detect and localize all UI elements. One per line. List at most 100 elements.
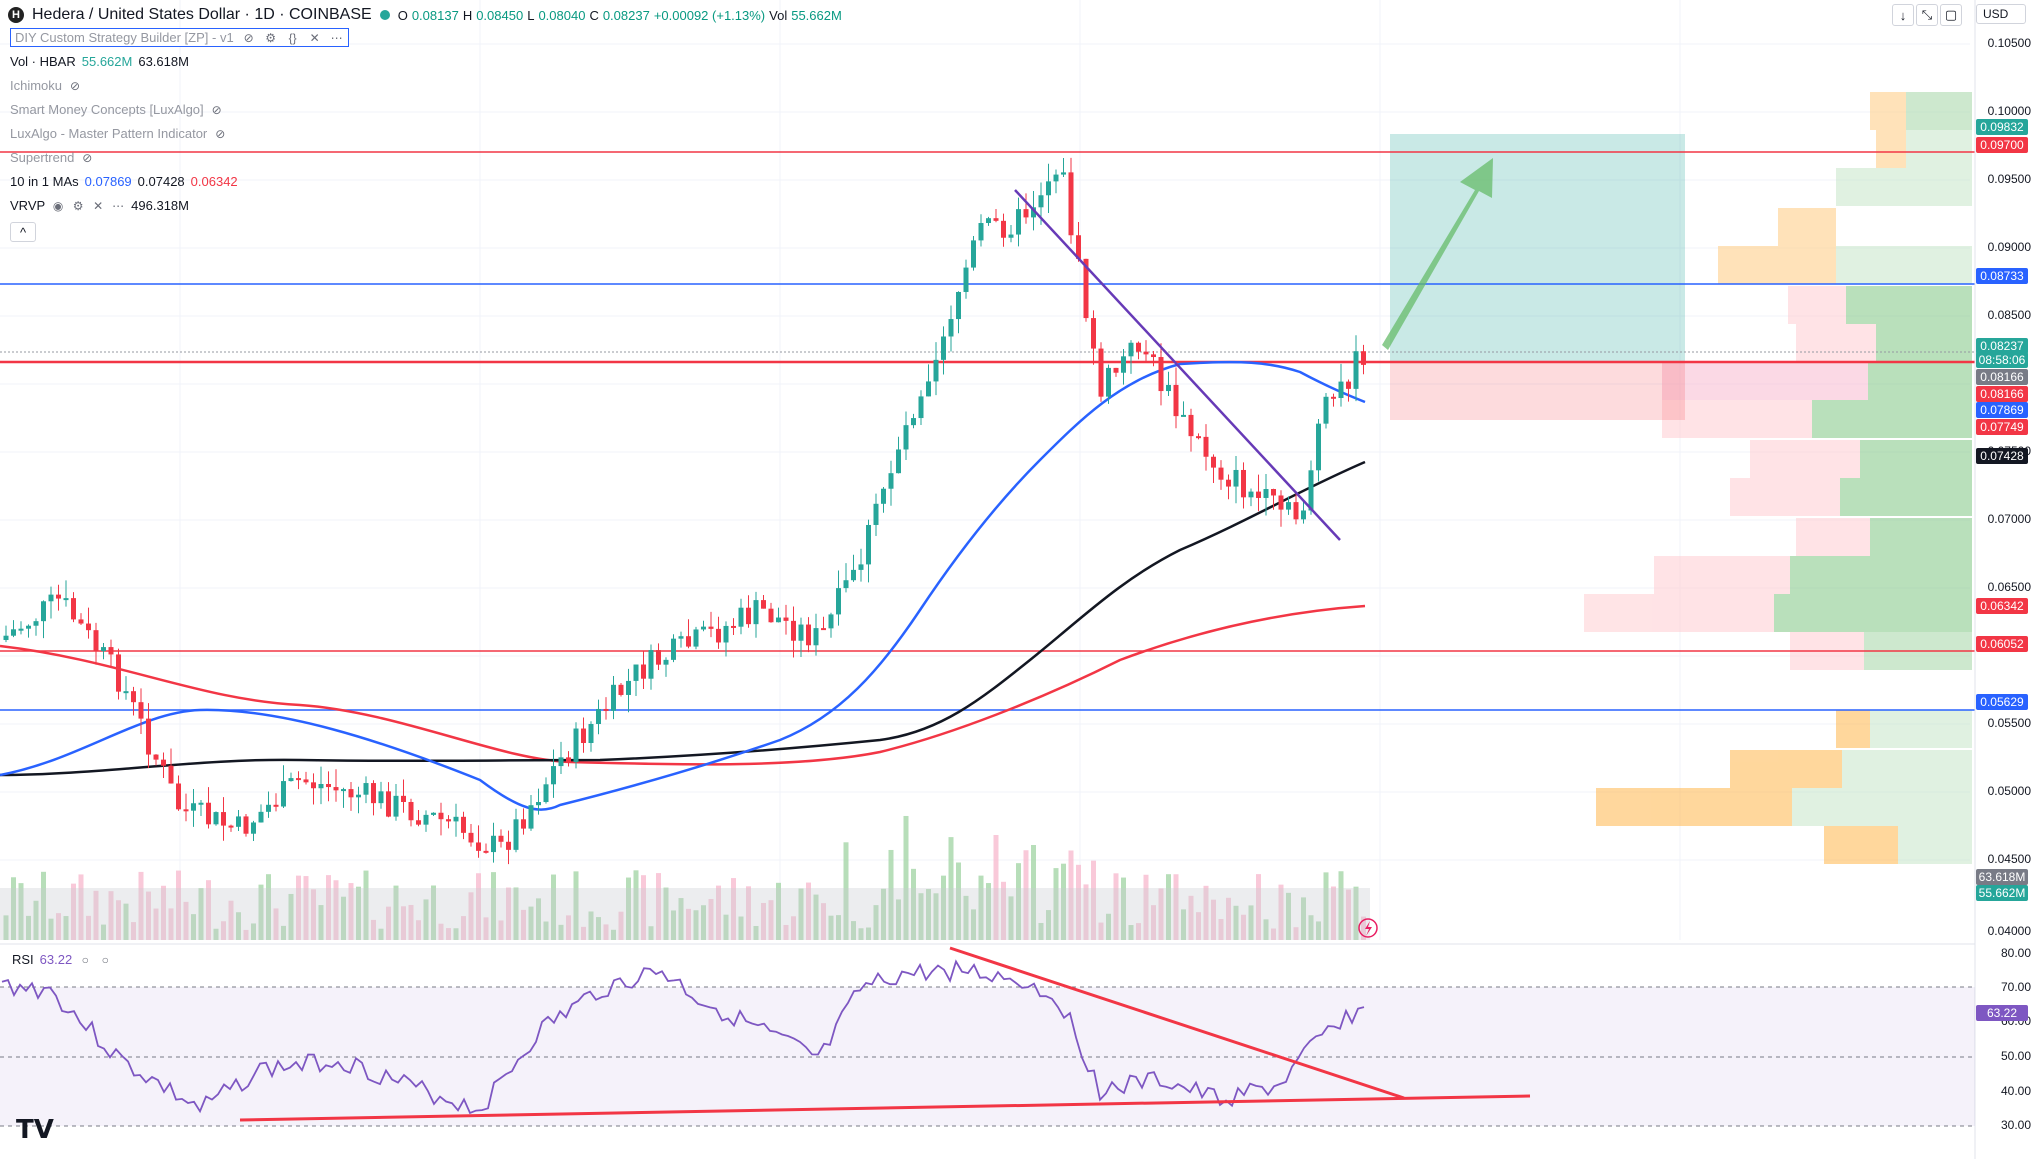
candle-body (446, 819, 451, 822)
candle-body (971, 240, 976, 268)
candle-body (1233, 469, 1239, 487)
volume-bar (1286, 892, 1291, 940)
ma-100[interactable] (0, 460, 1366, 777)
candle-body (798, 624, 804, 641)
volume-bar (858, 928, 864, 940)
gear-icon[interactable]: ⚙ (265, 30, 277, 45)
gear-icon[interactable]: ⚙ (72, 198, 84, 213)
eye-off-icon[interactable]: ⊘ (215, 126, 226, 141)
candle-body (1241, 469, 1246, 498)
rsi-line[interactable] (1, 959, 1365, 1115)
volume-bar (543, 921, 549, 940)
candle-body (1136, 342, 1141, 352)
currency-select[interactable]: USD (1976, 4, 2026, 24)
candle-body (206, 802, 211, 825)
ma-50[interactable] (0, 360, 1366, 811)
candle-body (641, 664, 646, 679)
volume-bar (1106, 913, 1111, 940)
candle-body (1113, 367, 1119, 373)
volume-bar (656, 873, 661, 940)
candle-body (371, 783, 376, 804)
candle-body (378, 791, 384, 804)
candle-body (438, 812, 444, 820)
collapse-legend-button[interactable]: ^ (10, 222, 36, 242)
code-icon[interactable]: {} (288, 30, 297, 45)
indicator-vrvp[interactable]: VRVP ◉ ⚙ ✕ ⋯ 496.318M (10, 198, 189, 213)
window-icon[interactable]: ▢ (1940, 4, 1962, 26)
volume-bar (183, 901, 189, 940)
volume-bar (1248, 905, 1254, 940)
indicator-diy[interactable]: DIY Custom Strategy Builder [ZP] - v1 ⊘ … (10, 28, 349, 47)
indicator-supertrend[interactable]: Supertrend ⊘ (10, 150, 94, 165)
arrow-down-icon[interactable]: ↓ (1892, 4, 1914, 26)
stop-zone[interactable] (1390, 362, 1685, 420)
volume-bar (483, 917, 489, 940)
projection-arrow[interactable] (1382, 158, 1493, 350)
candle-body (3, 635, 9, 640)
price-tag: 0.08166 (1976, 386, 2028, 402)
indicator-mas[interactable]: 10 in 1 MAs 0.07869 0.07428 0.06342 (10, 174, 238, 189)
indicator-volume[interactable]: Vol · HBAR 55.662M 63.618M (10, 54, 189, 69)
candle-body (33, 621, 39, 626)
target-zone[interactable] (1390, 134, 1685, 362)
volume-bar (281, 925, 286, 940)
close-icon[interactable]: ✕ (309, 30, 320, 45)
eye-off-icon[interactable]: ⊘ (243, 30, 254, 45)
fullscreen-icon[interactable]: ⤡ (1916, 4, 1938, 26)
volume-bar (551, 874, 556, 940)
candle-body (431, 812, 436, 815)
volume-bar (131, 922, 136, 940)
candle-body (896, 449, 901, 474)
price-tag: 0.08237 (1976, 338, 2028, 354)
volume-bar (431, 885, 436, 940)
indicator-supertrend-label: Supertrend (10, 150, 75, 165)
rsi-legend[interactable]: RSI 63.22 ○ ○ (12, 952, 112, 967)
indicator-luxalgo[interactable]: LuxAlgo - Master Pattern Indicator ⊘ (10, 126, 227, 141)
circle-icon[interactable]: ○ (101, 952, 109, 967)
more-icon[interactable]: ⋯ (112, 198, 125, 213)
rsi-support-trendline[interactable] (239, 1094, 1531, 1122)
rsi-down-trendline[interactable] (949, 946, 1405, 1100)
alert-icon[interactable] (1358, 918, 1378, 938)
volume-bar (1038, 922, 1044, 940)
eye-icon[interactable]: ◉ (52, 198, 64, 213)
ma-200[interactable] (0, 604, 1366, 766)
price-tag: 55.662M (1976, 885, 2028, 901)
close-icon[interactable]: ✕ (93, 198, 104, 213)
price-axis-label: 0.04500 (1987, 852, 2031, 866)
candle-body (813, 628, 819, 646)
circle-icon[interactable]: ○ (81, 952, 89, 967)
candle-body (911, 418, 916, 426)
indicator-ichimoku[interactable]: Ichimoku ⊘ (10, 78, 82, 93)
volume-bar (1128, 925, 1134, 940)
volume-bar (581, 926, 586, 940)
candle-body (693, 629, 699, 647)
indicator-smc[interactable]: Smart Money Concepts [LuxAlgo] ⊘ (10, 102, 224, 117)
volume-bar (1241, 914, 1246, 940)
chevron-up-icon[interactable]: ^ (10, 222, 36, 242)
candle-body (48, 594, 54, 602)
volume-bar (866, 927, 871, 940)
volume-bar (521, 909, 526, 940)
candle-body (783, 617, 789, 621)
volume-bar (1271, 928, 1276, 940)
volume-bar (123, 903, 129, 940)
price-axis-label: 0.04000 (1987, 924, 2031, 938)
eye-off-icon[interactable]: ⊘ (211, 102, 222, 117)
candlesticks[interactable] (3, 157, 1367, 865)
volume-bar (1001, 881, 1006, 940)
volume-bar (423, 899, 429, 940)
candle-body (1061, 172, 1066, 175)
candle-body (558, 757, 564, 767)
volume-bar (888, 849, 894, 940)
candle-body (236, 816, 241, 827)
volume-bar (318, 905, 324, 940)
eye-off-icon[interactable]: ⊘ (70, 78, 81, 93)
price-axis-label: 0.06500 (1987, 580, 2031, 594)
symbol-title[interactable]: Hedera / United States Dollar · 1D · COI… (32, 6, 372, 23)
down-trendline[interactable] (1014, 189, 1341, 541)
eye-off-icon[interactable]: ⊘ (82, 150, 93, 165)
more-icon[interactable]: ⋯ (330, 30, 343, 45)
